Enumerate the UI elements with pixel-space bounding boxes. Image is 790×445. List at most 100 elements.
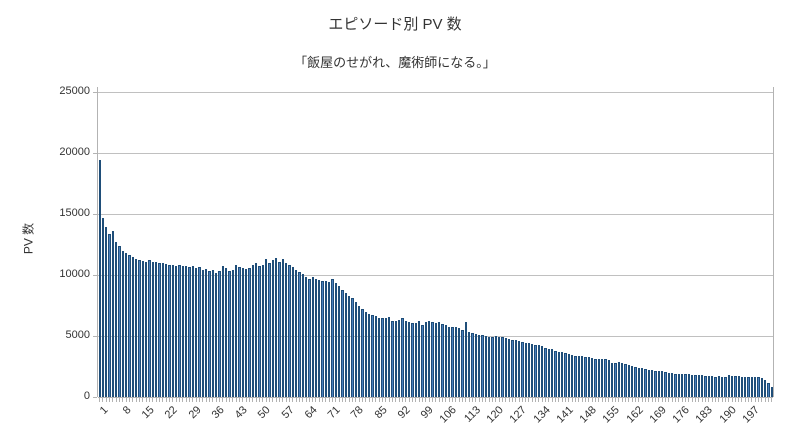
x-tick-mark: [704, 398, 706, 402]
bar-episode-54: [274, 257, 278, 397]
bar-episode-155: [611, 362, 614, 397]
bar-slot: [338, 92, 341, 397]
x-tick-slot: [444, 398, 447, 402]
x-tick-mark: [498, 398, 500, 402]
x-tick-slot: [757, 398, 760, 402]
bar-slot: [607, 92, 611, 397]
bar-slot: [644, 92, 647, 397]
bar-episode-67: [318, 279, 321, 397]
bar-slot: [264, 92, 268, 397]
bar-episode-73: [338, 285, 341, 397]
x-tick-slot: [205, 398, 208, 402]
bar-episode-58: [288, 264, 291, 397]
x-tick-slot: [254, 398, 257, 402]
bar-slot: [770, 92, 774, 397]
bar-slot: [181, 92, 185, 397]
bar-episode-50: [261, 264, 264, 397]
bar-episode-157: [617, 362, 621, 397]
bar-slot: [601, 92, 604, 397]
x-tick-mark: [451, 398, 453, 402]
x-tick-label-92: 92: [395, 404, 413, 422]
bar-slot: [388, 92, 391, 397]
bar-episode-171: [664, 372, 667, 397]
x-tick-mark: [398, 398, 400, 402]
y-tick-mark: [93, 153, 97, 154]
x-tick-label-64: 64: [302, 404, 320, 422]
bar-episode-72: [334, 282, 338, 397]
bar-slot: [261, 92, 264, 397]
bar-episode-104: [441, 324, 444, 397]
x-tick-slot: [238, 398, 241, 402]
bar-slot: [211, 92, 214, 397]
bar-episode-99: [424, 321, 427, 397]
bar-slot: [371, 92, 374, 397]
x-tick-slot: [431, 398, 434, 402]
bar-episode-122: [501, 337, 504, 397]
x-tick-label-183: 183: [693, 404, 716, 426]
bar-slot: [188, 92, 191, 397]
x-tick-slot: [707, 398, 710, 402]
x-tick-mark: [605, 398, 607, 402]
bar-episode-198: [754, 377, 757, 397]
bar-episode-68: [321, 280, 324, 397]
bar-episode-37: [218, 271, 221, 397]
bar-slot: [494, 92, 497, 397]
bar-episode-178: [687, 374, 690, 397]
x-tick-slot: [557, 398, 560, 402]
chart-subtitle: 「飯屋のせがれ、魔術師になる。」: [294, 55, 496, 70]
x-tick-slot: [341, 398, 344, 402]
x-tick-mark: [568, 398, 570, 402]
bar-episode-65: [311, 277, 314, 397]
x-tick-label-169: 169: [647, 404, 669, 426]
bar-slot: [504, 92, 507, 397]
bar-episode-93: [404, 320, 408, 397]
bar-slot: [298, 92, 301, 397]
bar-slot: [171, 92, 175, 397]
bar-episode-190: [727, 375, 730, 397]
bar-episode-75: [344, 292, 348, 397]
bar-episode-25: [178, 265, 181, 397]
bar-slot: [138, 92, 141, 397]
x-tick-slot: [670, 398, 673, 402]
bar-episode-149: [591, 357, 594, 397]
bar-slot: [690, 92, 694, 397]
x-tick-slot: [627, 398, 630, 402]
bar-slot: [427, 92, 431, 397]
bar-slot: [700, 92, 704, 397]
x-tick-slot: [501, 398, 504, 402]
x-tick-mark: [222, 398, 224, 402]
x-tick-slot: [161, 398, 164, 402]
bar-episode-52: [268, 262, 271, 397]
bar-episode-174: [674, 373, 677, 397]
x-tick-mark: [402, 398, 404, 402]
bar-episode-17: [151, 261, 155, 397]
x-tick-label-36: 36: [209, 404, 227, 422]
x-tick-mark: [288, 398, 290, 402]
bar-slot: [547, 92, 551, 397]
x-tick-mark: [641, 398, 643, 402]
bar-slot: [258, 92, 261, 397]
x-tick-slot: [700, 398, 703, 402]
bar-episode-29: [191, 266, 195, 397]
bar-slot: [484, 92, 487, 397]
x-tick-mark: [644, 398, 646, 402]
bar-slot: [727, 92, 730, 397]
x-tick-mark: [338, 398, 340, 402]
x-tick-mark: [744, 398, 746, 402]
bar-slot: [467, 92, 471, 397]
x-tick-slot: [484, 398, 487, 402]
x-tick-mark: [658, 398, 660, 402]
bar-slot: [551, 92, 554, 397]
bar-slot: [477, 92, 481, 397]
x-tick-mark: [185, 398, 187, 402]
y-tick-mark: [93, 214, 97, 215]
x-tick-slot: [308, 398, 311, 402]
x-tick-mark: [322, 398, 324, 402]
x-tick-slot: [754, 398, 757, 402]
bar-slot: [111, 92, 115, 397]
bar-slot: [418, 92, 421, 397]
bar-slot: [311, 92, 314, 397]
x-tick-mark: [538, 398, 540, 402]
x-tick-slot: [324, 398, 327, 402]
bar-episode-189: [724, 376, 727, 397]
